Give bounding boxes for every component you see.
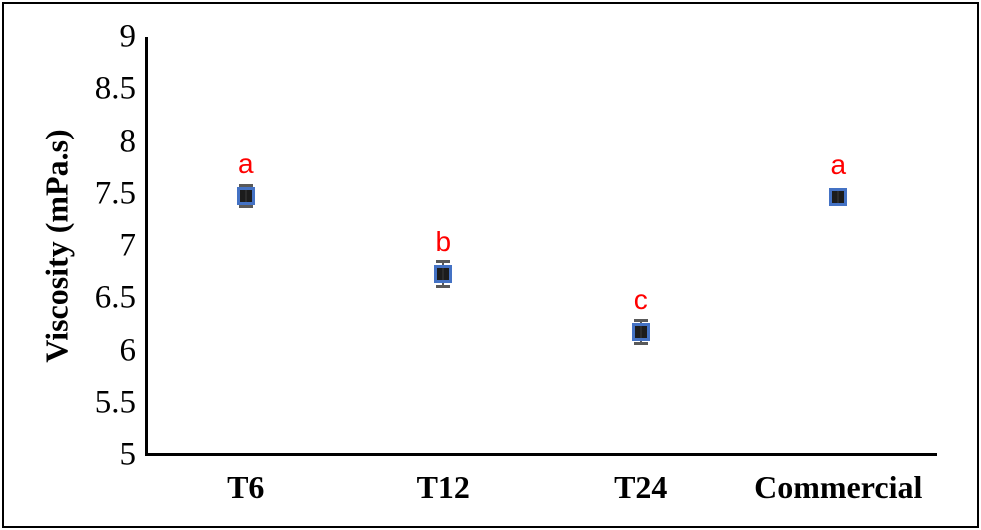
x-axis-category-label: Commercial <box>754 469 923 505</box>
y-axis-tick-label: 7.5 <box>94 175 136 212</box>
significance-letter: b <box>435 226 452 258</box>
x-axis-category-label: T24 <box>614 469 668 505</box>
error-bar-cap <box>633 318 648 322</box>
x-axis-line <box>145 453 937 456</box>
data-point-marker <box>434 265 453 284</box>
error-bar-cap <box>238 204 253 208</box>
error-bar-cap <box>238 183 253 187</box>
y-axis-tick-label: 9 <box>119 18 137 55</box>
data-point-marker <box>236 186 255 205</box>
y-axis-tick-label: 8.5 <box>94 70 136 107</box>
y-axis-line <box>145 37 148 456</box>
y-axis-tick-label: 5.5 <box>94 384 136 421</box>
data-point-marker <box>829 187 848 206</box>
significance-letter: a <box>237 147 254 179</box>
data-point-marker <box>631 322 650 341</box>
error-bar-cap <box>633 341 648 345</box>
y-axis-tick-label: 6 <box>119 332 137 368</box>
x-axis-category-label: T6 <box>227 469 265 505</box>
significance-letter: a <box>830 148 847 180</box>
y-axis-tick-label: 6.5 <box>94 279 136 316</box>
significance-letter: c <box>633 283 648 315</box>
y-axis-tick-label: 7 <box>119 227 137 264</box>
x-axis-category-label: T12 <box>416 469 470 505</box>
y-axis-tick-label: 5 <box>119 436 137 473</box>
y-axis-tick-label: 8 <box>119 123 137 159</box>
error-bar-cap <box>436 260 451 264</box>
error-bar-cap <box>436 285 451 289</box>
